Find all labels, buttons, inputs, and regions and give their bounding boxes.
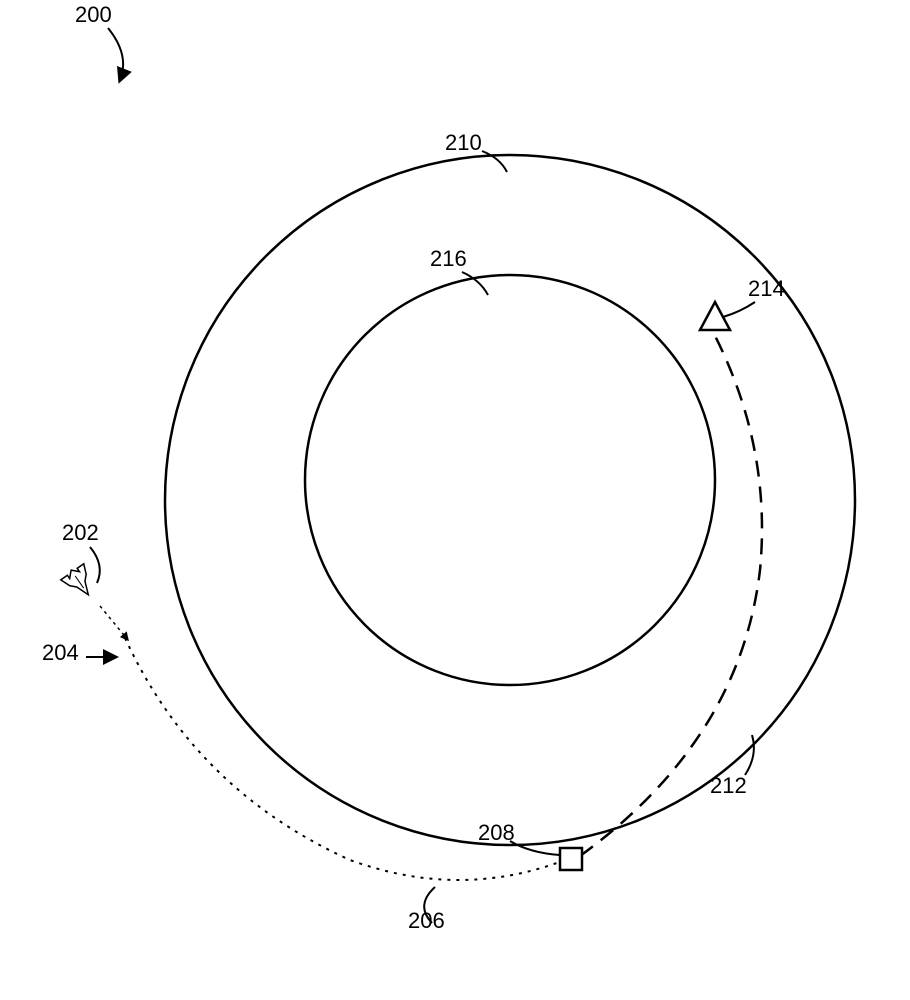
label-214: 214 <box>748 276 785 301</box>
leader-214 <box>723 302 755 317</box>
leader-212 <box>745 735 754 775</box>
leader-200 <box>108 28 123 80</box>
square-marker <box>560 848 582 870</box>
label-200: 200 <box>75 2 112 27</box>
label-204: 204 <box>42 640 79 665</box>
diagram-svg: 200 202 204 206 208 210 212 214 216 <box>0 0 910 1000</box>
leader-202 <box>90 547 100 583</box>
label-206: 206 <box>408 908 445 933</box>
inner-circle <box>305 275 715 685</box>
outer-circle <box>165 155 855 845</box>
label-208: 208 <box>478 820 515 845</box>
spacecraft-trail <box>100 606 128 640</box>
label-216: 216 <box>430 246 467 271</box>
label-212: 212 <box>710 773 747 798</box>
spacecraft-icon <box>60 562 100 603</box>
label-210: 210 <box>445 130 482 155</box>
label-202: 202 <box>62 520 99 545</box>
